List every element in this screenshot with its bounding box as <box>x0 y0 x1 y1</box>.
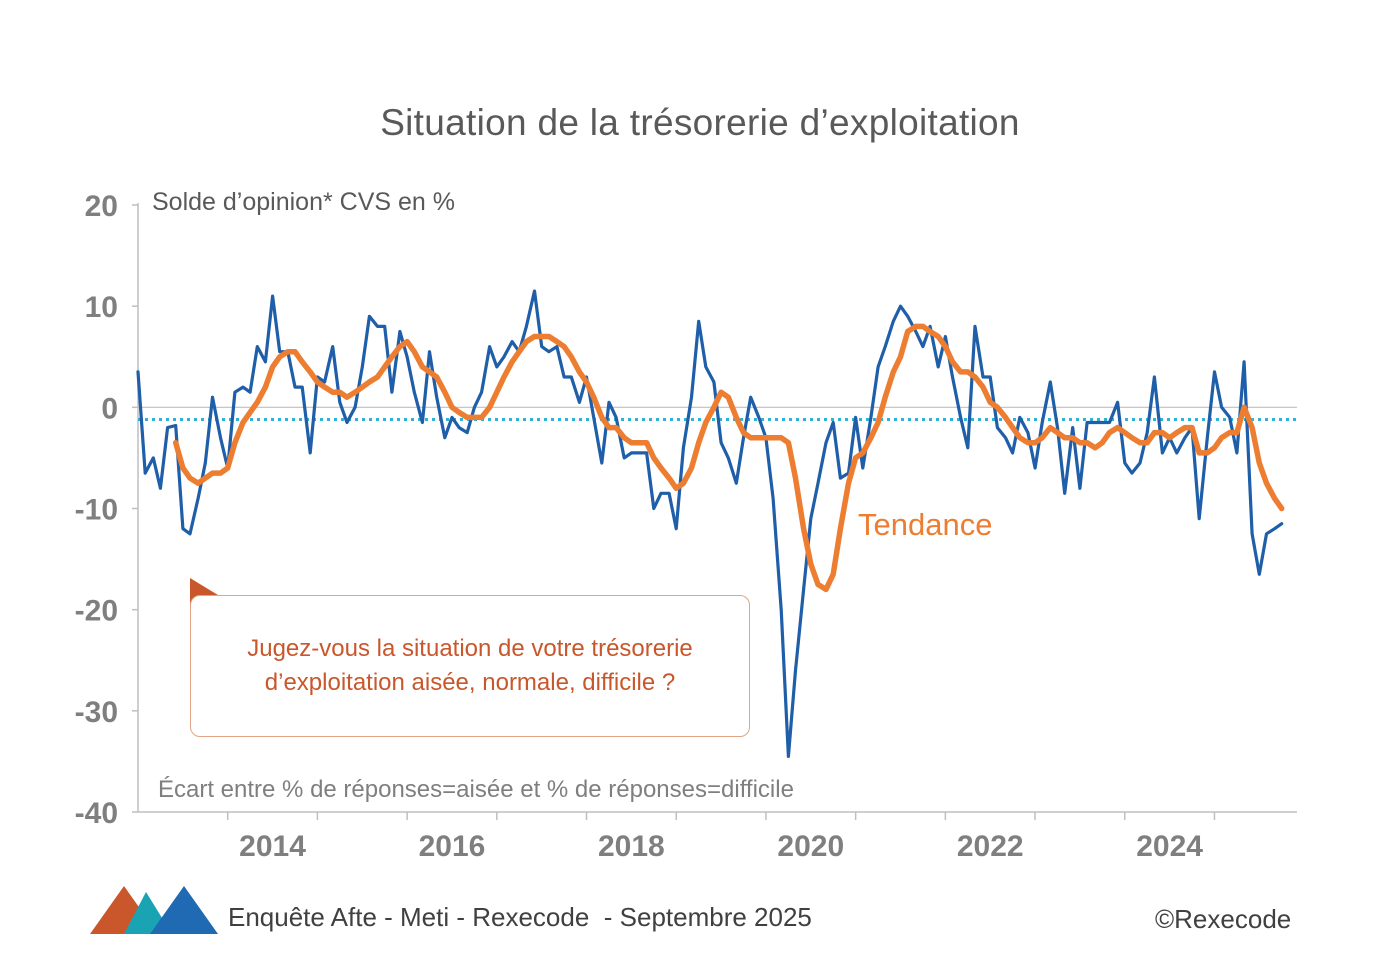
chart-footnote: Écart entre % de réponses=aisée et % de … <box>158 776 794 803</box>
x-tick-label: 2024 <box>1136 830 1203 863</box>
tick-labels: 20 10 0 -10 -20 -30 -40 2014 2016 2018 2020 2022 202… <box>75 190 1204 863</box>
x-tick-label: 2022 <box>957 830 1024 863</box>
y-tick-label: -10 <box>75 494 118 527</box>
rexecode-logo-icon <box>90 886 218 934</box>
y-tick-label: -40 <box>75 797 118 830</box>
x-tick-label: 2018 <box>598 830 665 863</box>
footer-copyright: ©Rexecode <box>1155 904 1292 934</box>
y-tick-label: 20 <box>85 190 118 223</box>
x-tick-label: 2016 <box>419 830 486 863</box>
series-monthly-line <box>136 289 1284 758</box>
chart-series <box>136 289 1285 758</box>
series-label-tendance: Tendance <box>858 507 993 542</box>
series-trend-line <box>172 323 1285 593</box>
x-tick-label: 2020 <box>777 830 844 863</box>
y-tick-label: -20 <box>75 595 118 628</box>
y-tick-label: -30 <box>75 696 118 729</box>
chart-title: Situation de la trésorerie d’exploitatio… <box>380 102 1020 143</box>
question-box <box>190 595 750 737</box>
survey-question: Jugez-vous la situation de votre trésore… <box>247 635 693 696</box>
y-tick-label: 10 <box>85 291 118 324</box>
y-tick-label: 0 <box>101 392 118 425</box>
footer-source: Enquête Afte - Meti - Rexecode - Septemb… <box>228 902 812 932</box>
logo-triangle-blue <box>150 886 218 934</box>
x-tick-label: 2014 <box>239 830 306 863</box>
y-axis-label: Solde d’opinion* CVS en % <box>152 188 455 216</box>
